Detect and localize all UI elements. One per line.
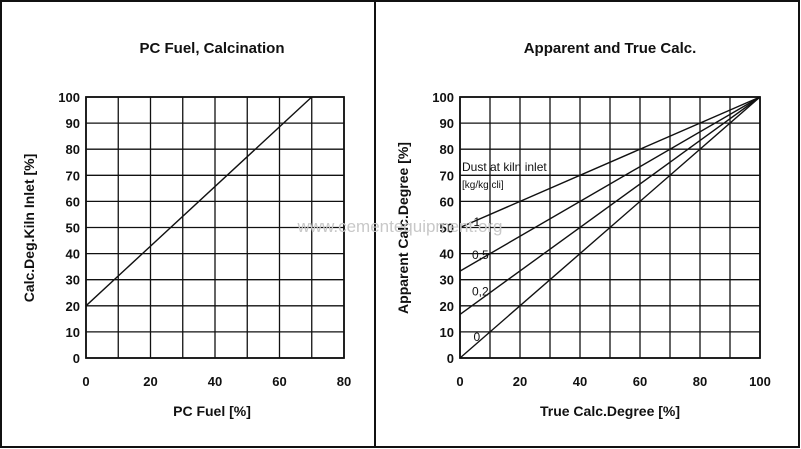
right-chart-series-line <box>459 96 761 272</box>
left-chart-series-line <box>85 96 313 307</box>
left-chart-ylabel: Calc.Deg.Kiln Inlet [%] <box>21 154 37 303</box>
right-chart-series-label: 0 <box>474 330 481 344</box>
right-chart-xtick-label: 0 <box>456 374 463 389</box>
left-chart-xlabel: PC Fuel [%] <box>173 403 251 419</box>
left-chart-ytick-label: 40 <box>66 247 80 262</box>
right-chart-plot: 0 10 20 30 40 50 60 70 80 90 100 0 20 40 60 80 100 1 0,5 0,… <box>432 90 771 389</box>
right-chart-series-label: 1 <box>474 215 481 229</box>
watermark: www.cementequipment.org <box>296 217 502 236</box>
left-chart-ytick-label: 70 <box>66 168 80 183</box>
left-chart-ytick-label: 50 <box>66 221 80 236</box>
right-chart-series-label: 0,5 <box>472 248 489 262</box>
right-chart-ytick-label: 100 <box>432 90 454 105</box>
left-chart-title: PC Fuel, Calcination <box>139 40 284 57</box>
right-chart-xtick-label: 20 <box>513 374 527 389</box>
left-chart-ytick-label: 100 <box>58 90 80 105</box>
left-chart-ytick-label: 30 <box>66 273 80 288</box>
left-chart-ytick-label: 0 <box>73 351 80 366</box>
left-chart-xtick-label: 0 <box>82 374 89 389</box>
right-chart-ytick-label: 40 <box>440 247 454 262</box>
right-chart-xlabel: True Calc.Degree [%] <box>540 403 680 419</box>
right-chart-xtick-label: 80 <box>693 374 707 389</box>
right-chart-ytick-label: 80 <box>440 142 454 157</box>
right-chart-ytick-label: 20 <box>440 299 454 314</box>
left-chart-plot: 0 10 20 30 40 50 60 70 80 90 100 0 20 40 60 80 <box>58 90 351 389</box>
left-chart-ytick-label: 10 <box>66 325 80 340</box>
right-chart-series-line <box>459 96 761 315</box>
right-chart-ytick-label: 70 <box>440 168 454 183</box>
dust-annotation-units: [kg/kg cli] <box>462 180 504 191</box>
left-chart-ytick-label: 20 <box>66 299 80 314</box>
left-chart-plot-frame <box>85 96 345 359</box>
right-chart-ytick-label: 60 <box>440 194 454 209</box>
left-chart-xtick-label: 40 <box>208 374 222 389</box>
left-chart-ytick-label: 80 <box>66 142 80 157</box>
right-chart-xtick-label: 60 <box>633 374 647 389</box>
left-chart-xtick-label: 20 <box>143 374 157 389</box>
left-chart-xtick-label: 60 <box>272 374 286 389</box>
left-chart-ytick-label: 90 <box>66 116 80 131</box>
left-chart-xtick-label: 80 <box>337 374 351 389</box>
right-chart-ytick-label: 0 <box>447 351 454 366</box>
dust-annotation-title: Dust at kiln inlet <box>462 160 547 174</box>
right-chart-xtick-label: 40 <box>573 374 587 389</box>
right-chart-ytick-label: 30 <box>440 273 454 288</box>
right-chart-ytick-label: 50 <box>440 221 454 236</box>
right-chart-series-label: 0,2 <box>472 284 489 298</box>
right-chart-ytick-label: 10 <box>440 325 454 340</box>
right-chart-ytick-label: 90 <box>440 116 454 131</box>
right-chart-series-line <box>459 96 761 229</box>
left-chart-ytick-label: 60 <box>66 194 80 209</box>
right-chart-ylabel: Apparent Calc.Degree [%] <box>395 142 411 314</box>
right-chart-xtick-label: 100 <box>749 374 771 389</box>
right-chart-series-line <box>459 96 761 359</box>
right-chart-title: Apparent and True Calc. <box>524 40 697 57</box>
